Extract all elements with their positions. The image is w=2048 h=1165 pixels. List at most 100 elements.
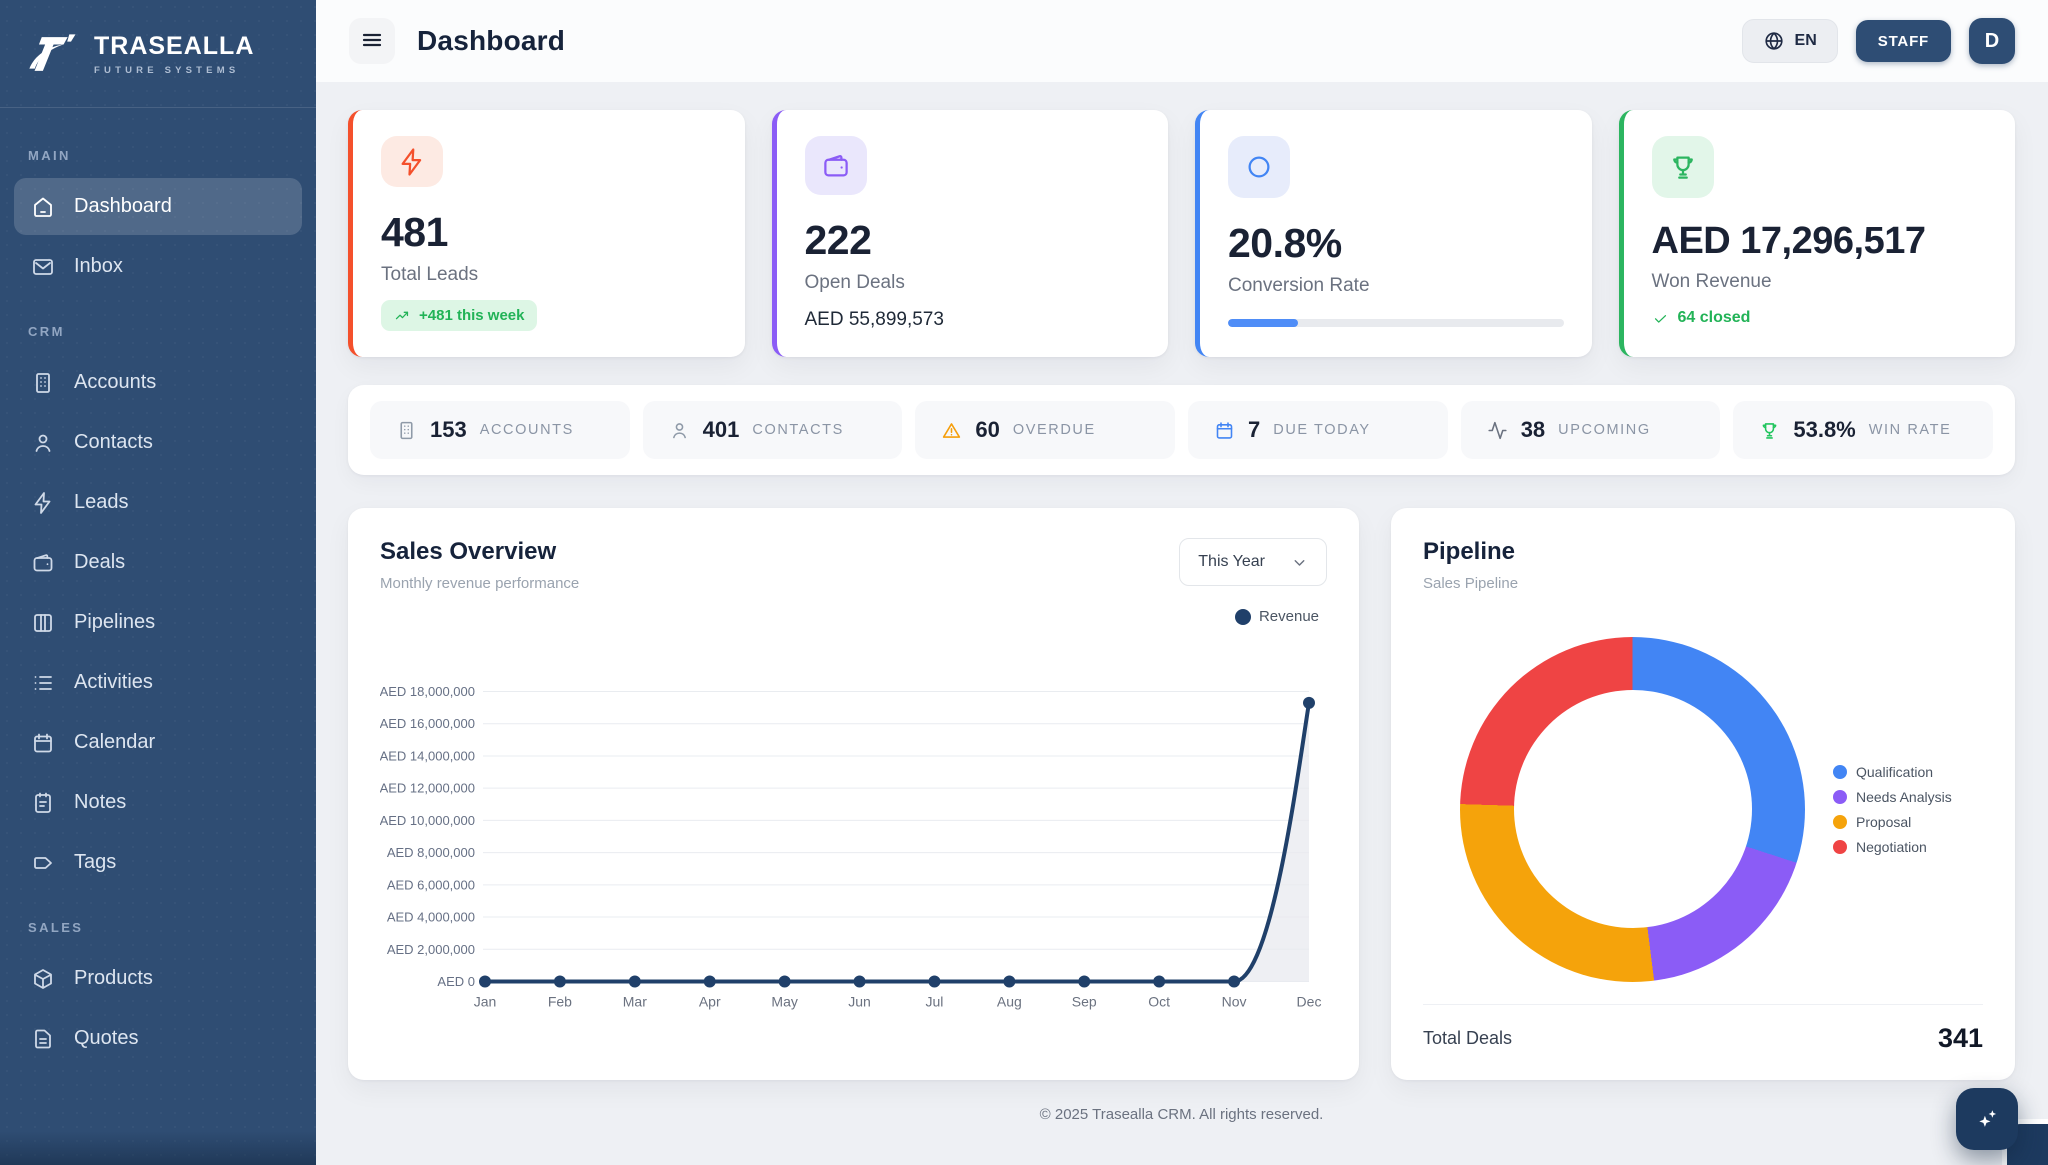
stat-card-icon-box — [381, 136, 443, 187]
quick-stat-label: WIN RATE — [1868, 422, 1952, 438]
nav-section-label-crm: CRM — [28, 324, 65, 339]
footer: © 2025 Trasealla CRM. All rights reserve… — [348, 1080, 2015, 1123]
legend-label: Needs Analysis — [1856, 788, 1952, 805]
total-deals-label: Total Deals — [1423, 1028, 1513, 1048]
sidebar-item-products[interactable]: Products — [14, 950, 302, 1007]
menu-toggle-button[interactable] — [349, 18, 395, 64]
period-select[interactable]: This Year — [1179, 538, 1327, 586]
sales-overview-header: Sales Overview Monthly revenue performan… — [380, 538, 1327, 592]
quick-stat-label: DUE TODAY — [1273, 422, 1371, 438]
charts-row: Sales Overview Monthly revenue performan… — [348, 508, 2015, 1080]
sidebar-item-accounts[interactable]: Accounts — [14, 354, 302, 411]
revenue-legend: Revenue — [380, 608, 1327, 625]
revenue-line-chart: AED 0 AED 2,000,000 AED 4,000,000 AED 6,000… — [380, 629, 1327, 1062]
legend-label: Qualification — [1856, 763, 1934, 780]
sidebar-item-deals[interactable]: Deals — [14, 534, 302, 591]
language-label: EN — [1794, 32, 1817, 49]
pipeline-card: Pipeline Sales Pipeline Qualification Nee… — [1391, 508, 2015, 1080]
legend-label: Proposal — [1856, 813, 1912, 830]
trending-up-icon — [394, 307, 411, 324]
svg-text:AED 0: AED 0 — [437, 974, 475, 989]
quick-stat-value: 401 — [702, 417, 740, 442]
legend-label: Negotiation — [1856, 838, 1927, 855]
stat-card-conversion-rate: 20.8% Conversion Rate — [1195, 110, 1592, 357]
stat-card-label: Won Revenue — [1651, 271, 1772, 292]
revenue-legend-dot — [1234, 608, 1251, 625]
sidebar-item-label: Quotes — [74, 1027, 139, 1049]
quick-stat-due-today: 7 DUE TODAY — [1188, 401, 1448, 459]
svg-text:Jan: Jan — [474, 994, 497, 1010]
trophy-icon — [1668, 152, 1698, 182]
quick-stat-value: 7 — [1248, 417, 1261, 442]
svg-text:Nov: Nov — [1222, 994, 1247, 1010]
stat-card-value: 481 — [381, 209, 448, 255]
sidebar-item-label: Contacts — [74, 431, 153, 453]
sidebar-item-label: Dashboard — [74, 195, 172, 217]
calendar-icon — [1214, 420, 1235, 441]
svg-text:AED 14,000,000: AED 14,000,000 — [380, 748, 475, 763]
sidebar-item-contacts[interactable]: Contacts — [14, 414, 302, 471]
sidebar-item-quotes[interactable]: Quotes — [14, 1010, 302, 1067]
stat-card-label: Open Deals — [804, 272, 905, 293]
brand-text: TRASEALLA FUTURE SYSTEMS — [94, 32, 254, 76]
badge-text: +481 this week — [419, 307, 525, 324]
stat-card-won-revenue: AED 17,296,517 Won Revenue 64 closed — [1618, 110, 2015, 357]
sidebar-item-activities[interactable]: Activities — [14, 654, 302, 711]
brand-tagline: FUTURE SYSTEMS — [94, 64, 240, 76]
quick-stat-value: 53.8% — [1793, 417, 1856, 442]
sidebar-item-dashboard[interactable]: Dashboard — [14, 178, 302, 235]
conversion-progress-fill — [1228, 319, 1298, 327]
pipeline-legend-item-negotiation: Negotiation — [1833, 839, 1952, 855]
svg-text:Jul: Jul — [926, 994, 944, 1010]
building-icon — [396, 420, 417, 441]
zap-icon — [30, 490, 56, 516]
svg-text:AED 4,000,000: AED 4,000,000 — [387, 910, 475, 925]
brand-logo-icon — [26, 27, 80, 81]
quick-stats-bar: 153 ACCOUNTS 401 CONTACTS 60 OVERDUE 7 DUE TODA… — [348, 385, 2015, 475]
menu-icon — [360, 28, 384, 55]
sidebar-item-label: Deals — [74, 551, 126, 573]
page-title: Dashboard — [417, 25, 566, 56]
sidebar-item-tags[interactable]: Tags — [14, 834, 302, 891]
svg-text:Dec: Dec — [1297, 994, 1322, 1010]
home-icon — [30, 194, 56, 220]
sidebar-item-label: Notes — [74, 791, 127, 813]
pipeline-title: Pipeline — [1423, 538, 1516, 565]
nav-section-label-sales: SALES — [28, 920, 84, 935]
quick-stat-label: ACCOUNTS — [479, 422, 574, 438]
quick-stat-label: OVERDUE — [1012, 422, 1096, 438]
svg-text:Oct: Oct — [1148, 994, 1170, 1010]
user-avatar[interactable]: D — [1969, 18, 2015, 64]
sidebar-item-leads[interactable]: Leads — [14, 474, 302, 531]
sidebar-item-notes[interactable]: Notes — [14, 774, 302, 831]
calendar-icon — [30, 730, 56, 756]
quick-stat-upcoming: 38 UPCOMING — [1460, 401, 1721, 459]
svg-text:Feb: Feb — [548, 994, 572, 1010]
sidebar-item-label: Products — [74, 967, 153, 989]
dashboard-content: 481 Total Leads +481 this week 222 Open Deal… — [316, 82, 2048, 1165]
period-select-value: This Year — [1198, 553, 1265, 570]
quick-stat-label: CONTACTS — [752, 422, 844, 438]
topbar: Dashboard EN STAFF D — [316, 0, 2048, 82]
closed-deals-text: 64 closed — [1677, 309, 1751, 326]
stat-card-label: Total Leads — [381, 264, 479, 285]
ai-assistant-fab[interactable] — [1956, 1088, 2018, 1150]
sidebar-item-label: Activities — [74, 671, 153, 693]
sidebar-item-inbox[interactable]: Inbox — [14, 238, 302, 295]
stat-card-icon-box — [1651, 136, 1714, 198]
sidebar-item-calendar[interactable]: Calendar — [14, 714, 302, 771]
svg-text:May: May — [771, 994, 797, 1010]
language-button[interactable]: EN — [1741, 19, 1838, 63]
quick-stat-value: 38 — [1520, 417, 1546, 442]
sidebar-item-label: Inbox — [74, 255, 123, 277]
sales-overview-titles: Sales Overview Monthly revenue performan… — [380, 538, 579, 592]
tag-icon — [30, 850, 56, 876]
role-badge-button[interactable]: STAFF — [1855, 20, 1951, 62]
pipeline-legend-item-qualification: Qualification — [1833, 764, 1952, 780]
conversion-progress-bar — [1228, 319, 1564, 327]
sidebar-item-pipelines[interactable]: Pipelines — [14, 594, 302, 651]
stat-card-value: 222 — [804, 217, 872, 263]
notepad-icon — [30, 790, 56, 816]
sidebar-item-label: Leads — [74, 491, 129, 513]
